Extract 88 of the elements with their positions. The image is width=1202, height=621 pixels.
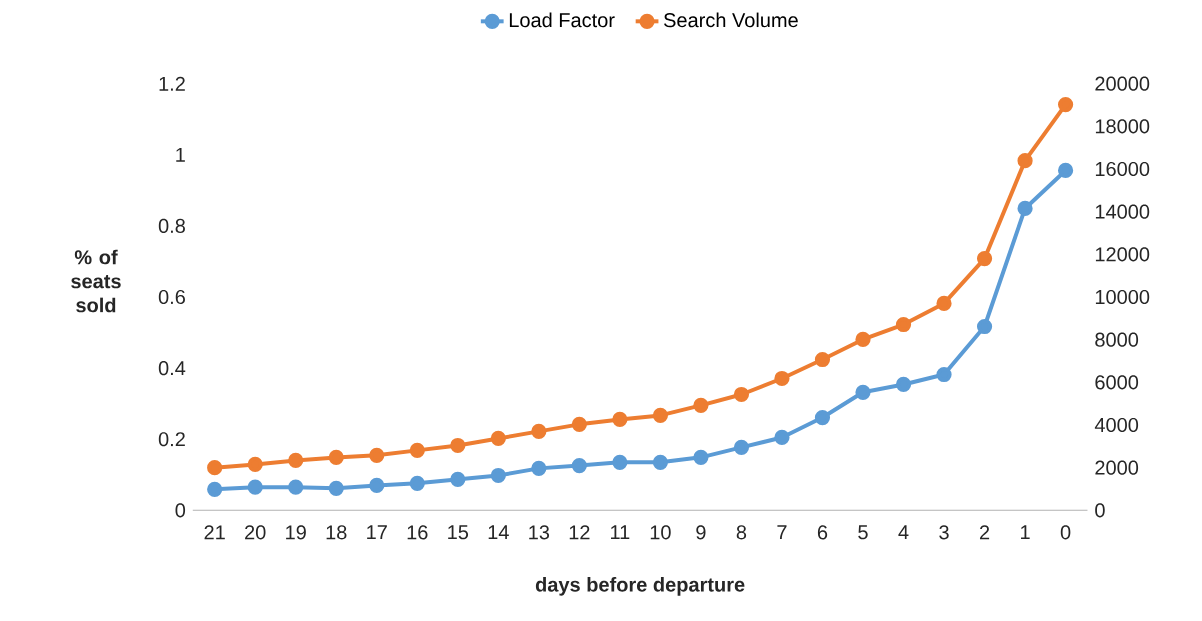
x-tick-label: 6 [817, 525, 828, 540]
y-tick-label: 0.4 [158, 361, 186, 376]
x-tick-label: 8 [736, 525, 747, 540]
point [814, 409, 831, 426]
point [531, 423, 547, 439]
point [693, 449, 709, 465]
point [1017, 153, 1033, 169]
y2-tick-label: 4000 [1094, 417, 1139, 433]
point [247, 456, 263, 473]
y-tick-label: 0 [175, 503, 186, 518]
point [612, 454, 628, 470]
point [895, 376, 912, 393]
y2-tick-label: 2000 [1095, 460, 1139, 475]
point [571, 457, 587, 474]
point [207, 481, 223, 497]
point [814, 351, 831, 368]
point [571, 416, 587, 432]
y-tick-label: 0.6 [158, 289, 185, 305]
x-tick-label: 4 [898, 525, 909, 540]
point [733, 386, 750, 403]
point [490, 467, 506, 484]
y2-tick-label: 6000 [1095, 375, 1139, 390]
x-tick-label: 14 [488, 525, 509, 540]
point [531, 460, 547, 476]
point [1057, 162, 1074, 179]
point [288, 452, 304, 469]
point [328, 449, 344, 466]
x-tick-label: 17 [367, 525, 387, 540]
x-tick-label: 5 [858, 525, 868, 540]
point [976, 251, 993, 267]
x-axis-title: days before departure [535, 577, 745, 596]
point [895, 316, 912, 333]
x-tick-label: 16 [407, 525, 428, 540]
y2-tick-label: 20000 [1095, 76, 1150, 91]
point [1057, 96, 1074, 113]
point [693, 397, 709, 413]
point [774, 370, 790, 387]
y-axis-title: % of seats sold [71, 249, 121, 313]
y2-tick-label: 14000 [1095, 204, 1150, 219]
x-tick-label: 7 [777, 525, 787, 540]
y2-tick-label: 18000 [1095, 119, 1150, 134]
x-tick-label: 9 [696, 525, 706, 540]
legend-label: Load Factor [509, 12, 615, 28]
point [288, 479, 304, 495]
point [936, 295, 952, 311]
point [247, 479, 263, 495]
x-tick-label: 19 [286, 525, 306, 540]
x-tick-label: 11 [611, 525, 630, 540]
x-tick-label: 0 [1060, 525, 1071, 540]
x-tick-label: 13 [529, 525, 550, 540]
point [733, 439, 750, 455]
point [409, 442, 425, 458]
point [409, 475, 425, 491]
y2-tick-label: 8000 [1095, 332, 1139, 347]
point [369, 477, 385, 494]
y2-tick-label: 10000 [1095, 289, 1150, 305]
y2-tick-label: 16000 [1095, 161, 1150, 177]
x-tick-label: 15 [448, 525, 469, 540]
y2-tick-label: 12000 [1095, 247, 1150, 262]
point [450, 471, 466, 487]
x-tick-label: 12 [569, 525, 590, 540]
x-tick-label: 2 [979, 525, 990, 540]
x-tick-label: 21 [204, 525, 225, 540]
point [652, 454, 668, 470]
point [207, 460, 223, 476]
point [612, 411, 628, 428]
point [652, 407, 668, 423]
x-tick-label: 10 [650, 525, 671, 540]
x-tick-label: 20 [245, 525, 266, 540]
y-tick-label: 1 [176, 147, 185, 162]
point [855, 331, 871, 348]
point [490, 430, 506, 447]
x-tick-label: 18 [326, 525, 347, 540]
point [369, 447, 385, 463]
point [328, 480, 344, 496]
point [450, 437, 466, 454]
y2-tick-label: 0 [1095, 503, 1105, 518]
y-tick-label: 0.8 [158, 218, 185, 233]
y-tick-label: 1.2 [159, 76, 185, 91]
point [936, 366, 952, 383]
point [1017, 200, 1033, 217]
x-tick-label: 1 [1021, 525, 1030, 540]
point [855, 384, 871, 400]
y-tick-label: 0.2 [158, 432, 185, 447]
legend-label: Search Volume [664, 12, 798, 28]
point [976, 318, 993, 335]
x-tick-label: 3 [939, 525, 949, 540]
point [774, 429, 790, 446]
